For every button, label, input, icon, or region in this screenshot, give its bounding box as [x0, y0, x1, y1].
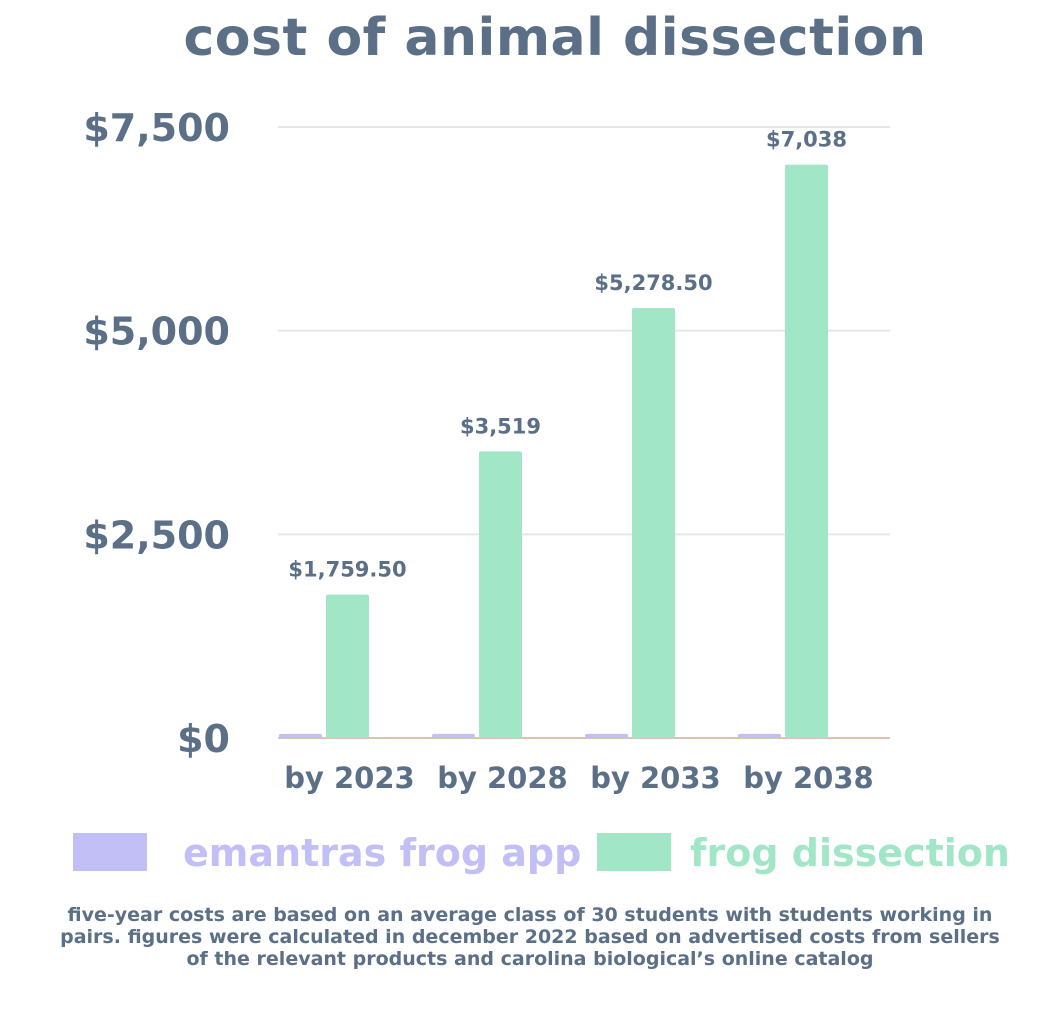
footnote: five-year costs are based on an average …	[60, 904, 1000, 970]
x-tick-label: by 2028	[437, 761, 567, 795]
bar-frog-dissection	[479, 451, 522, 738]
bar-emantras-frog-app	[432, 733, 475, 738]
bar-emantras-frog-app	[279, 733, 322, 738]
legend-item-app: emantras frog app	[73, 828, 581, 878]
x-tick-label: by 2038	[743, 761, 873, 795]
chart-title: cost of animal dissection	[183, 8, 927, 68]
bar-chart: $0 $2,500 $5,000 $7,500 $1,759.50 by 2023 $3,5…	[83, 106, 890, 795]
data-label: $1,759.50	[288, 558, 406, 582]
bar-frog-dissection	[326, 594, 369, 738]
data-label: $3,519	[460, 414, 541, 438]
x-tick-label: by 2023	[284, 761, 414, 795]
data-label: $5,278.50	[594, 271, 712, 295]
bar-frog-dissection	[632, 307, 675, 738]
bar-frog-dissection	[785, 164, 828, 739]
y-tick-label: $5,000	[83, 310, 230, 354]
y-tick-label: $0	[177, 717, 230, 761]
legend-swatch-app	[73, 833, 147, 871]
legend: emantras frog app frog dissection	[0, 828, 1045, 878]
legend-item-dissection: frog dissection	[597, 828, 1017, 878]
x-tick-label: by 2033	[590, 761, 720, 795]
legend-label-dissection: frog dissection	[690, 831, 1010, 875]
y-tick-label: $7,500	[83, 106, 230, 150]
y-tick-label: $2,500	[83, 513, 230, 557]
bar-emantras-frog-app	[738, 733, 781, 738]
data-label: $7,038	[766, 128, 847, 152]
bar-emantras-frog-app	[585, 733, 628, 738]
legend-swatch-dissection	[597, 833, 671, 871]
legend-label-app: emantras frog app	[183, 831, 582, 875]
